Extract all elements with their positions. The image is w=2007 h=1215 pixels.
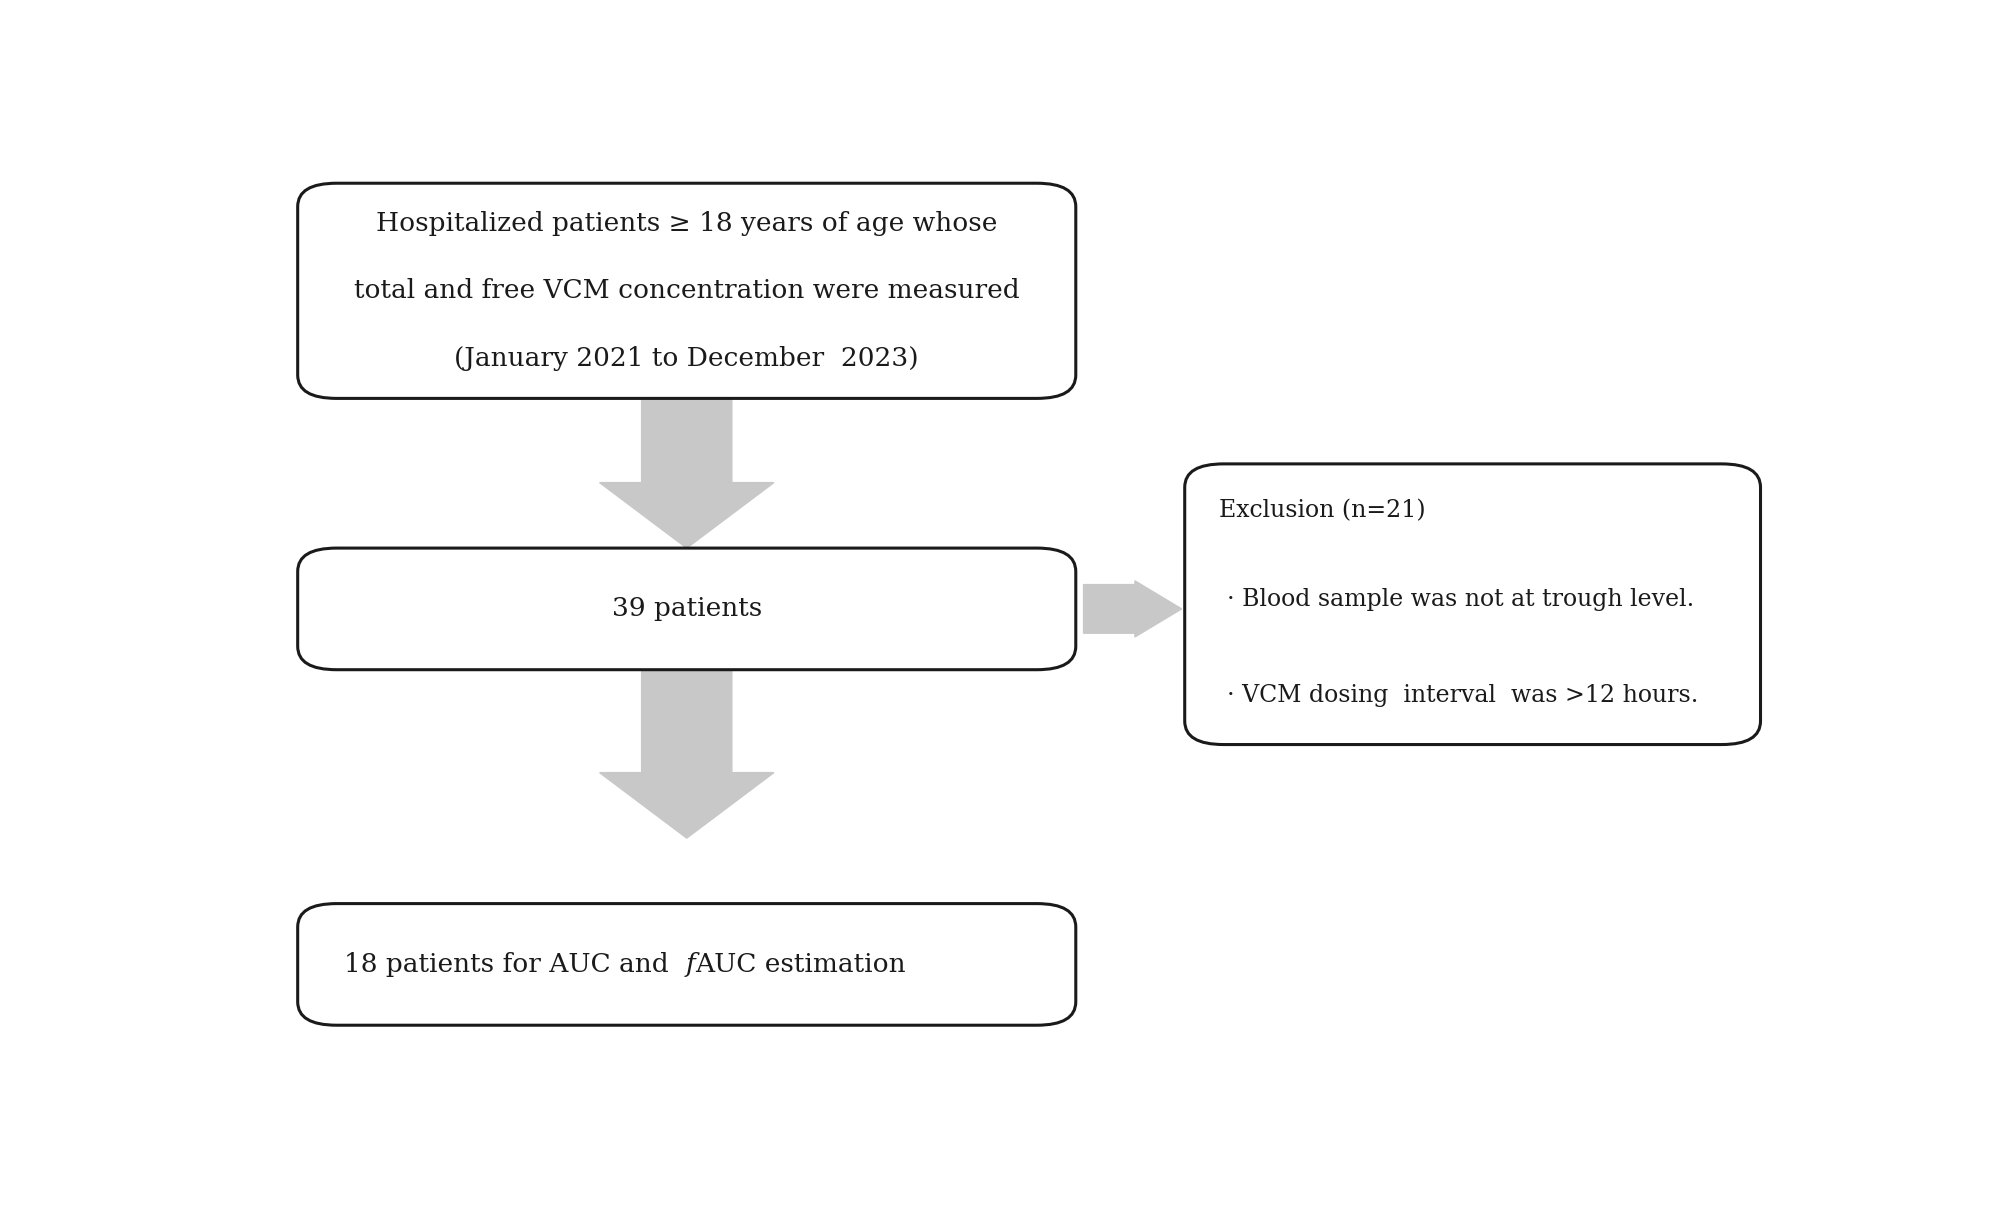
Polygon shape (600, 399, 773, 548)
Text: (January 2021 to December  2023): (January 2021 to December 2023) (454, 346, 919, 371)
FancyBboxPatch shape (297, 904, 1076, 1025)
FancyBboxPatch shape (297, 183, 1076, 399)
Text: Hospitalized patients ≥ 18 years of age whose: Hospitalized patients ≥ 18 years of age … (375, 211, 997, 236)
Text: Exclusion (n=21): Exclusion (n=21) (1218, 499, 1425, 522)
FancyBboxPatch shape (1184, 464, 1760, 745)
Text: · VCM dosing  interval  was >12 hours.: · VCM dosing interval was >12 hours. (1226, 684, 1698, 707)
Polygon shape (600, 669, 773, 838)
Text: · Blood sample was not at trough level.: · Blood sample was not at trough level. (1226, 588, 1694, 611)
Polygon shape (1084, 581, 1180, 637)
Text: total and free VCM concentration were measured: total and free VCM concentration were me… (353, 278, 1020, 304)
Text: 18 patients for AUC and: 18 patients for AUC and (345, 951, 686, 977)
Text: f: f (686, 951, 694, 977)
Text: 39 patients: 39 patients (612, 597, 761, 621)
Text: AUC estimation: AUC estimation (694, 951, 905, 977)
FancyBboxPatch shape (297, 548, 1076, 669)
